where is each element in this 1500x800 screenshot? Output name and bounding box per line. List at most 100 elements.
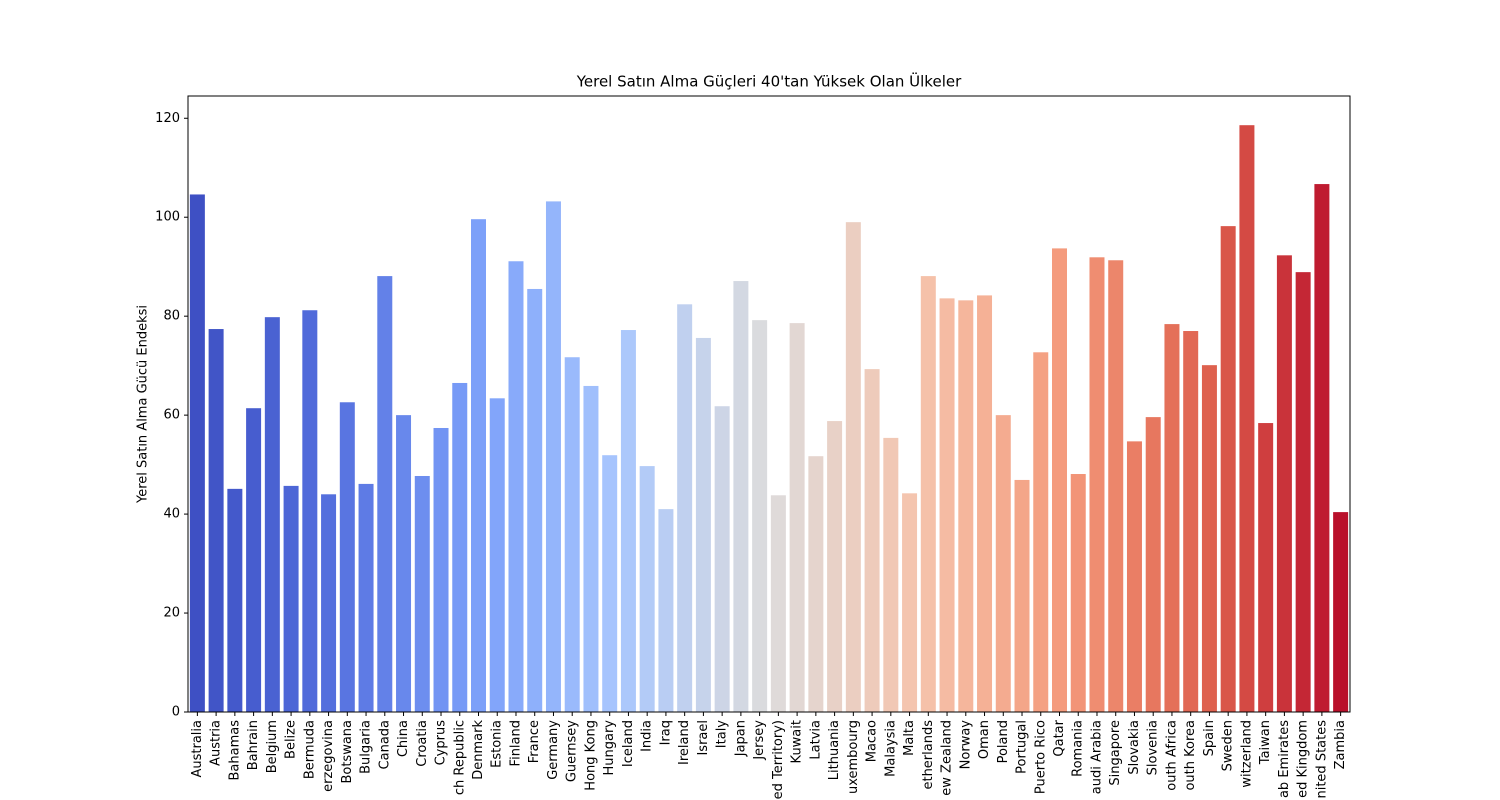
x-tick-label: Oman	[977, 720, 992, 759]
bar	[752, 320, 768, 712]
bar	[302, 310, 318, 712]
x-tick-label: Japan	[733, 720, 748, 757]
bar	[358, 483, 374, 712]
x-tick-label: ab Emirates	[1277, 720, 1292, 798]
bar	[452, 382, 468, 712]
x-tick-label: Slovakia	[1127, 720, 1142, 775]
bar	[639, 466, 655, 712]
y-tick-label: 20	[163, 606, 180, 621]
bar	[527, 288, 543, 712]
x-tick-label: Finland	[508, 720, 523, 766]
x-tick-label: Belize	[284, 720, 299, 759]
x-tick-label: Israel	[696, 720, 711, 756]
bar	[939, 298, 955, 712]
x-tick-label: ch Republic	[452, 720, 467, 795]
bar	[1033, 352, 1049, 712]
bar	[995, 415, 1011, 712]
bar	[770, 495, 786, 712]
bar	[1201, 365, 1217, 712]
x-tick-label: nited States	[1314, 720, 1329, 799]
x-tick-label: Cyprus	[434, 720, 449, 766]
bar	[1014, 479, 1030, 712]
x-tick-label: Croatia	[415, 720, 430, 767]
x-tick-label: Slovenia	[1146, 720, 1161, 775]
y-tick-label: 60	[163, 408, 180, 423]
bar	[1333, 512, 1349, 712]
y-tick-label: 40	[163, 507, 180, 522]
bar	[189, 194, 205, 712]
x-tick-label: Lithuania	[827, 720, 842, 780]
x-tick-label: Bulgaria	[359, 720, 374, 774]
x-tick-label: etherlands	[921, 720, 936, 790]
x-tick-label: erzegovina	[321, 720, 336, 792]
y-tick-label: 0	[172, 705, 180, 720]
bar	[977, 295, 993, 712]
x-tick-label: Iraq	[658, 720, 673, 745]
bar	[883, 437, 899, 712]
x-tick-label: Poland	[996, 720, 1011, 763]
bar	[564, 357, 580, 712]
bar	[414, 475, 430, 712]
bar	[1164, 324, 1180, 712]
bar	[283, 485, 299, 712]
x-tick-label: Malta	[902, 720, 917, 756]
x-tick-label: Botswana	[340, 720, 355, 784]
y-tick-label: 80	[163, 309, 180, 324]
x-tick-label: Kuwait	[790, 720, 805, 763]
x-tick-label: India	[640, 720, 655, 752]
bar	[733, 281, 749, 712]
bar	[246, 408, 262, 712]
x-tick-label: outh Korea	[1183, 720, 1198, 791]
bar	[1276, 255, 1292, 712]
bar	[583, 385, 599, 712]
bar	[1220, 226, 1236, 713]
bar	[1239, 125, 1255, 713]
y-tick-label: 120	[155, 111, 180, 126]
bar	[714, 406, 730, 712]
x-tick-label: Sweden	[1221, 720, 1236, 771]
bar	[1183, 331, 1199, 712]
bar	[1108, 260, 1124, 712]
x-tick-label: Norway	[958, 720, 973, 770]
y-tick-label: 100	[155, 210, 180, 225]
bar	[620, 330, 636, 712]
x-tick-label: outh Africa	[1164, 720, 1179, 791]
bar	[789, 323, 805, 712]
x-tick-label: Puerto Rico	[1033, 720, 1048, 794]
bar	[920, 276, 936, 712]
bar	[545, 201, 561, 713]
x-tick-label: Iceland	[621, 720, 636, 767]
bar	[396, 415, 412, 712]
bar	[695, 337, 711, 712]
x-tick-label: Macao	[865, 720, 880, 762]
bar	[339, 402, 355, 712]
bar	[1070, 474, 1086, 712]
x-tick-label: Hungary	[602, 720, 617, 776]
bar	[958, 300, 974, 712]
plot-frame	[187, 95, 1351, 713]
x-tick-label: Australia	[190, 720, 205, 778]
bar	[1295, 272, 1311, 712]
bar	[845, 222, 861, 712]
x-tick-label: Spain	[1202, 720, 1217, 756]
bar	[1126, 441, 1142, 712]
x-tick-label: Qatar	[1052, 719, 1067, 756]
x-tick-label: Taiwan	[1258, 720, 1273, 765]
x-tick-label: Canada	[377, 720, 392, 769]
x-tick-label: Italy	[715, 720, 730, 749]
x-tick-label: Ireland	[677, 720, 692, 765]
x-tick-label: Zambia	[1333, 720, 1348, 769]
x-tick-label: ed Kingdom	[1296, 720, 1311, 798]
x-tick-label: audi Arabia	[1089, 720, 1104, 794]
bar	[433, 427, 449, 712]
bar	[1052, 248, 1067, 712]
x-tick-label: Latvia	[808, 720, 823, 760]
x-tick-label: Estonia	[490, 720, 505, 768]
bar	[827, 421, 843, 712]
bar	[658, 509, 674, 712]
bar	[377, 276, 393, 712]
x-tick-label: Belgium	[265, 720, 280, 773]
x-tick-label: Jersey	[752, 720, 767, 761]
